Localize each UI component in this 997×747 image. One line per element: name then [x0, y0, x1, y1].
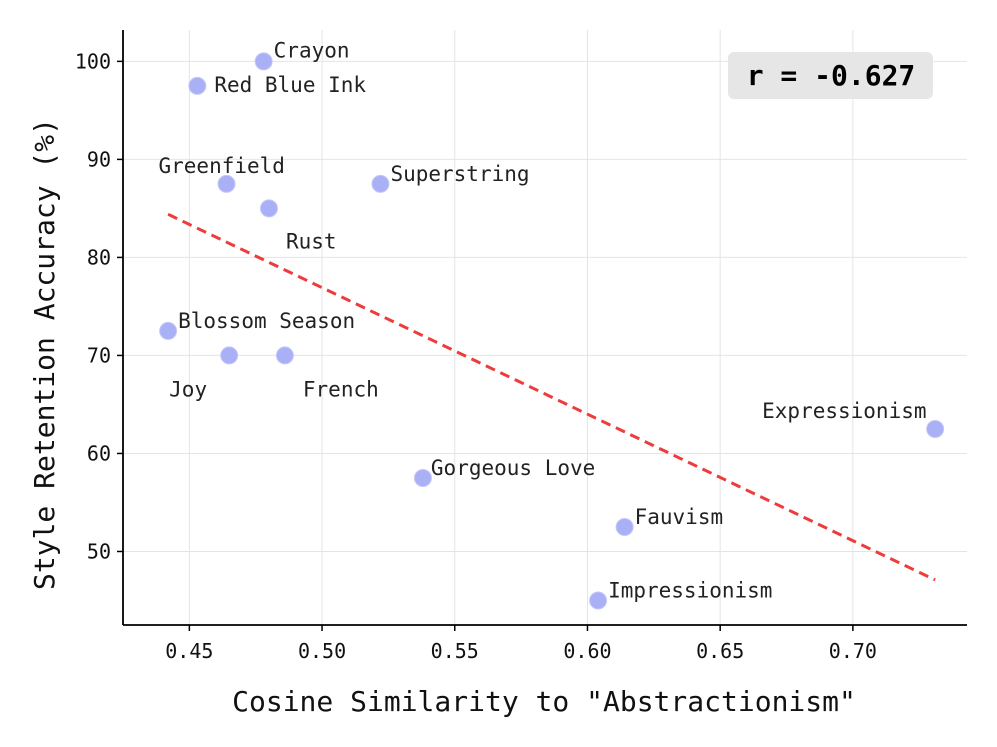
correlation-text: r = -0.627: [747, 59, 916, 92]
y-tick-label: 70: [87, 343, 111, 367]
scatter-point: [413, 468, 432, 487]
scatter-point: [159, 321, 178, 340]
scatter-point: [926, 419, 945, 438]
point-label: French: [303, 377, 379, 401]
x-axis-label: Cosine Similarity to "Abstractionism": [232, 685, 856, 718]
point-label: Rust: [286, 229, 337, 253]
correlation-annotation: r = -0.627: [728, 52, 933, 99]
y-tick-label: 90: [87, 147, 111, 171]
scatter-point: [217, 174, 236, 193]
y-tick-label: 80: [87, 245, 111, 269]
scatter-point: [371, 174, 390, 193]
point-label: Red Blue Ink: [214, 73, 366, 97]
tick-labels: 0.45 0.50 0.55 0.60 0.65 0.70 50 60 70 80 90 100: [75, 49, 877, 663]
y-axis-label: Style Retention Accuracy (%): [28, 118, 61, 590]
y-tick-label: 60: [87, 441, 111, 465]
scatter-point: [259, 199, 278, 218]
axes: [117, 30, 967, 631]
point-label: Fauvism: [635, 505, 724, 529]
point-label: Crayon: [274, 38, 350, 62]
x-tick-label: 0.60: [563, 639, 611, 663]
scatter-point: [275, 346, 294, 365]
trend-line: [167, 212, 936, 582]
x-tick-label: 0.45: [165, 639, 213, 663]
point-label: Joy: [169, 377, 207, 401]
scatter-point: [254, 52, 273, 71]
x-tick-label: 0.65: [696, 639, 744, 663]
scatter-point: [220, 346, 239, 365]
y-tick-label: 50: [87, 539, 111, 563]
point-labels: Crayon Red Blue Ink Greenfield Superstring R…: [159, 38, 927, 602]
point-label: Gorgeous Love: [431, 456, 595, 480]
annotation-box: [728, 52, 933, 99]
y-tick-label: 100: [75, 49, 111, 73]
data-points: [159, 52, 945, 610]
point-label: Blossom Season: [178, 309, 355, 333]
point-label: Expressionism: [762, 399, 926, 423]
point-label: Greenfield: [159, 154, 285, 178]
x-tick-label: 0.70: [829, 639, 877, 663]
scatter-point: [589, 591, 608, 610]
x-tick-label: 0.55: [431, 639, 479, 663]
scatter-point: [615, 517, 634, 536]
point-label: Superstring: [390, 162, 529, 186]
point-label: Impressionism: [608, 578, 772, 602]
x-tick-label: 0.50: [298, 639, 346, 663]
scatter-point: [188, 76, 207, 95]
trend-line-group: [167, 212, 936, 582]
